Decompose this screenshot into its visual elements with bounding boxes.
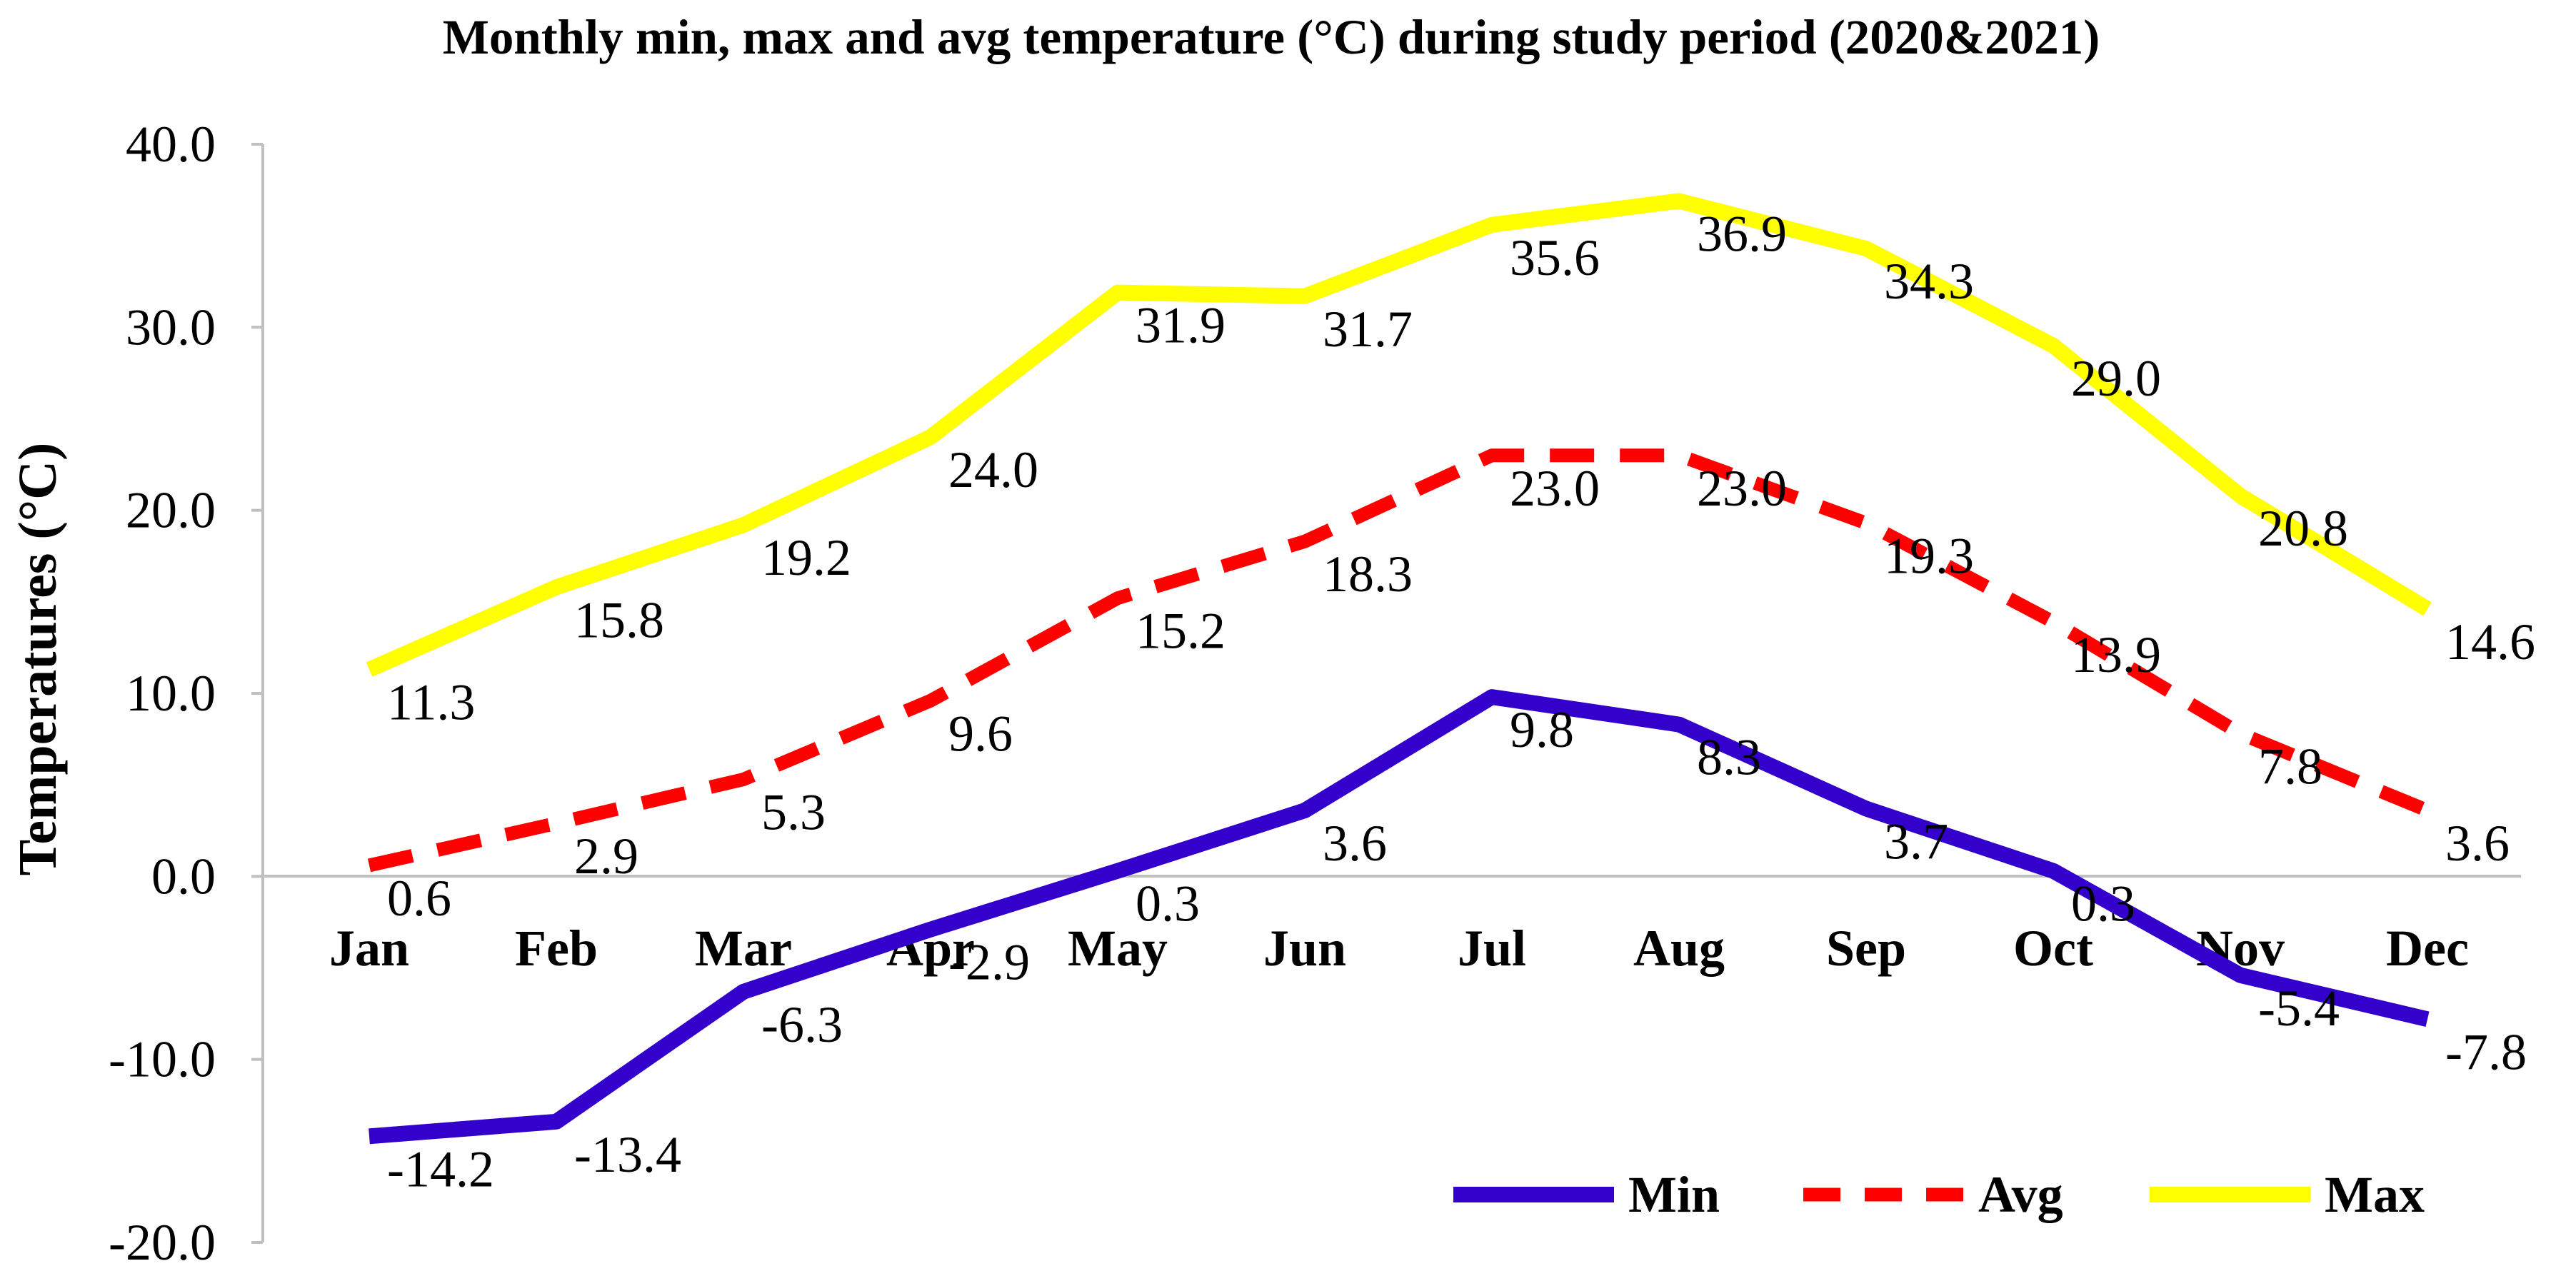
data-label-avg-jun: 18.3 <box>1323 546 1413 603</box>
legend-label-min: Min <box>1628 1166 1720 1223</box>
data-labels: -14.2 -13.4 -6.3 -2.9 0.3 3.6 9.8 8.3 3.7 0.3 -5.4… <box>387 205 2535 1197</box>
data-label-avg-nov: 7.8 <box>2258 738 2322 795</box>
data-label-max-mar: 19.2 <box>761 529 851 586</box>
data-label-min-jul: 9.8 <box>1510 701 1574 758</box>
series-lines <box>366 193 2432 1145</box>
x-tick-label-dec: Dec <box>2386 920 2469 977</box>
data-label-max-sep: 34.3 <box>1884 253 1974 310</box>
data-label-avg-sep: 19.3 <box>1884 528 1974 585</box>
data-label-avg-mar: 5.3 <box>761 783 826 840</box>
y-axis-label: Temperatures (°C) <box>8 443 68 876</box>
data-label-max-aug: 36.9 <box>1697 205 1787 262</box>
data-label-min-jun: 3.6 <box>1323 815 1387 872</box>
y-tick-label: 20.0 <box>126 482 216 539</box>
data-label-min-mar: -6.3 <box>761 996 843 1053</box>
x-tick-label-aug: Aug <box>1633 920 1725 977</box>
data-label-max-may: 31.9 <box>1136 297 1226 354</box>
x-tick-label-sep: Sep <box>1826 920 1906 977</box>
data-label-avg-aug: 23.0 <box>1697 460 1787 517</box>
data-label-min-feb: -13.4 <box>574 1126 681 1183</box>
x-tick-label-jun: Jun <box>1263 920 1346 977</box>
data-label-avg-dec: 3.6 <box>2445 815 2510 872</box>
y-tick-label: 40.0 <box>126 116 216 173</box>
y-tick-label: 30.0 <box>126 298 216 356</box>
series-line-min <box>369 689 2430 1145</box>
data-label-max-nov: 20.8 <box>2258 500 2348 557</box>
legend: Min Avg Max <box>1453 1166 2425 1223</box>
y-tick-label: 10.0 <box>126 665 216 722</box>
data-label-min-oct: 0.3 <box>2071 875 2135 933</box>
x-tick-label-jul: Jul <box>1458 920 1526 977</box>
data-label-avg-feb: 2.9 <box>574 828 638 885</box>
x-axis-ticks: Jan Feb Mar Apr May Jun Jul Aug Sep Oct Nov Dec <box>329 920 2469 977</box>
data-label-min-apr: -2.9 <box>948 934 1030 991</box>
y-axis-ticks: 40.0 30.0 20.0 10.0 0.0 -10.0 -20.0 <box>109 116 263 1271</box>
x-tick-label-oct: Oct <box>2013 920 2093 977</box>
data-label-avg-jan: 0.6 <box>387 870 451 927</box>
data-label-avg-may: 15.2 <box>1136 603 1226 660</box>
y-tick-label: -20.0 <box>109 1214 216 1271</box>
data-label-min-dec: -7.8 <box>2445 1023 2527 1080</box>
data-label-max-jul: 35.6 <box>1510 229 1600 286</box>
data-label-max-jan: 11.3 <box>387 674 475 731</box>
series-line-max <box>366 193 2432 677</box>
data-label-avg-oct: 13.9 <box>2071 626 2161 683</box>
legend-label-avg: Avg <box>1978 1166 2063 1223</box>
data-label-max-oct: 29.0 <box>2071 350 2161 407</box>
data-label-max-feb: 15.8 <box>574 591 664 648</box>
data-label-min-jan: -14.2 <box>387 1140 494 1197</box>
legend-label-max: Max <box>2325 1166 2425 1223</box>
data-label-min-sep: 3.7 <box>1884 813 1948 870</box>
data-label-min-aug: 8.3 <box>1697 729 1761 786</box>
x-tick-label-feb: Feb <box>515 920 598 977</box>
data-label-avg-apr: 9.6 <box>948 705 1013 762</box>
data-label-max-dec: 14.6 <box>2445 613 2535 670</box>
data-label-avg-jul: 23.0 <box>1510 460 1600 517</box>
data-label-min-nov: -5.4 <box>2258 980 2340 1037</box>
series-line-avg <box>367 448 2430 873</box>
x-tick-label-jan: Jan <box>329 920 409 977</box>
data-label-max-jun: 31.7 <box>1323 301 1413 358</box>
data-label-max-apr: 24.0 <box>948 441 1038 498</box>
x-tick-label-mar: Mar <box>695 920 792 977</box>
data-label-min-may: 0.3 <box>1136 875 1200 933</box>
x-tick-label-may: May <box>1068 920 1168 977</box>
y-tick-label: 0.0 <box>151 848 216 905</box>
chart-title: Monthly min, max and avg temperature (°C… <box>443 10 2100 64</box>
y-tick-label: -10.0 <box>109 1031 216 1088</box>
